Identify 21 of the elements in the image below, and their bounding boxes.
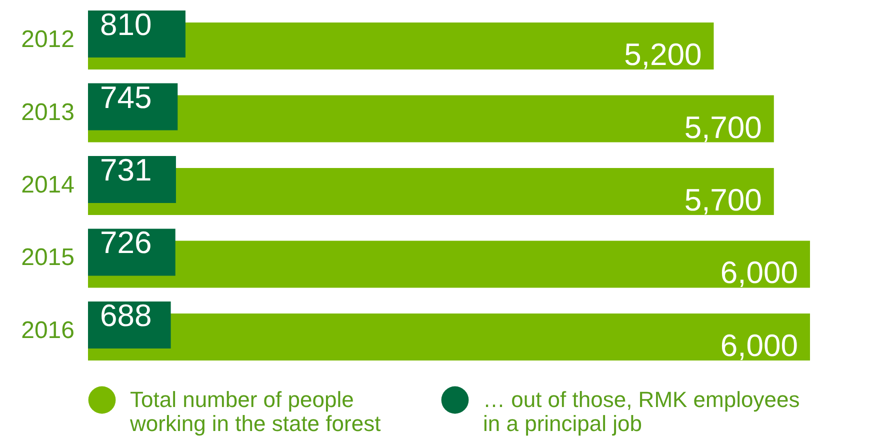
data-label: 5,700 (684, 182, 762, 218)
y-tick-label: 2012 (21, 26, 74, 54)
data-label: 5,200 (624, 37, 702, 72)
data-label: 731 (100, 152, 152, 188)
data-label: 688 (100, 298, 152, 333)
y-tick-label: 2016 (21, 316, 74, 344)
bar (88, 10, 186, 58)
y-tick-label: 2013 (21, 98, 74, 126)
bar (88, 83, 178, 130)
bar (88, 156, 176, 203)
data-label: 6,000 (720, 328, 798, 363)
data-label: 745 (100, 80, 152, 115)
y-tick-label: 2015 (21, 244, 74, 272)
bar (88, 228, 176, 276)
data-label: 6,000 (720, 255, 798, 290)
y-tick-label: 2014 (21, 172, 74, 198)
legend-label: Total number of people working in the state forest (129, 387, 381, 436)
data-label: 726 (100, 225, 152, 260)
data-label: 5,700 (684, 110, 762, 145)
legend-label: … out of those, RMK employees in a principal job (483, 387, 800, 436)
data-label: 810 (100, 7, 152, 42)
